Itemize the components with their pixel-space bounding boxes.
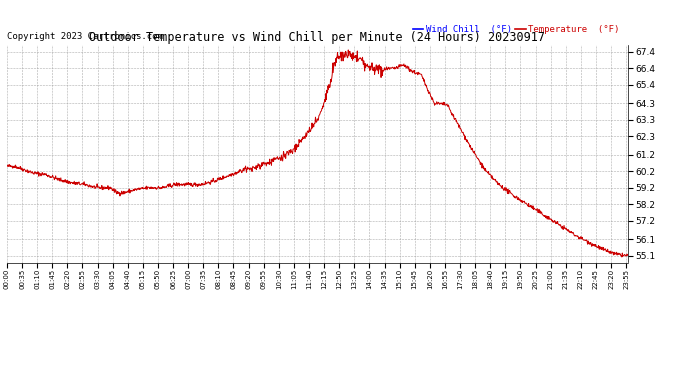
Text: Copyright 2023 Cartronics.com: Copyright 2023 Cartronics.com <box>7 32 163 40</box>
Title: Outdoor Temperature vs Wind Chill per Minute (24 Hours) 20230917: Outdoor Temperature vs Wind Chill per Mi… <box>90 31 545 44</box>
Legend: Wind Chill  (°F), Temperature  (°F): Wind Chill (°F), Temperature (°F) <box>409 21 623 38</box>
